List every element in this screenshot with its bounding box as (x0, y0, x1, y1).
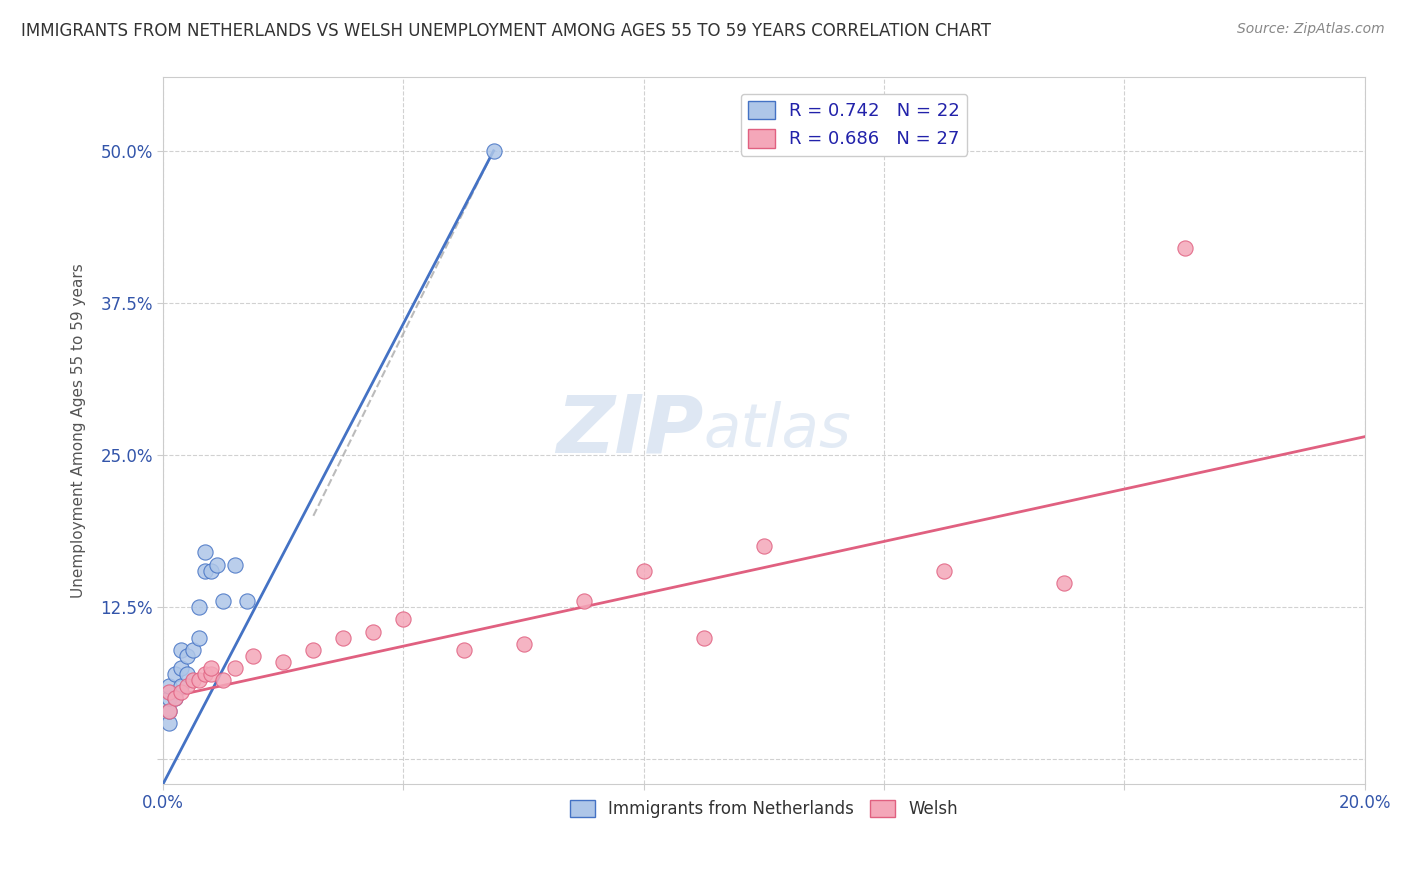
Point (332, 631, 354, 645)
Point (181, 642, 204, 657)
Point (176, 667, 198, 681)
Point (212, 594, 235, 608)
Point (453, 642, 475, 657)
Point (188, 600, 211, 615)
Point (207, 558, 229, 572)
Text: atlas: atlas (704, 401, 852, 460)
Point (224, 558, 246, 572)
Text: Source: ZipAtlas.com: Source: ZipAtlas.com (1237, 22, 1385, 37)
Point (194, 564, 217, 578)
Point (363, 624, 385, 639)
Point (302, 642, 325, 657)
Point (188, 673, 211, 688)
Point (157, 704, 180, 718)
Point (170, 679, 193, 693)
Point (165, 667, 187, 681)
Point (200, 564, 222, 578)
Point (157, 691, 180, 706)
Text: ZIP: ZIP (557, 392, 704, 469)
Point (273, 655, 295, 669)
Point (212, 673, 235, 688)
Point (242, 648, 264, 663)
Point (176, 679, 198, 693)
Point (1173, 241, 1195, 255)
Point (224, 661, 246, 675)
Point (236, 594, 259, 608)
Point (165, 691, 187, 706)
Point (512, 637, 534, 651)
Point (157, 685, 180, 699)
Point (633, 564, 655, 578)
Point (1053, 575, 1076, 590)
Point (194, 545, 217, 559)
Point (157, 679, 180, 693)
Point (572, 594, 595, 608)
Point (157, 715, 180, 730)
Point (200, 667, 222, 681)
Point (200, 661, 222, 675)
Point (194, 667, 217, 681)
Point (170, 685, 193, 699)
Point (188, 631, 211, 645)
Point (181, 673, 204, 688)
Text: IMMIGRANTS FROM NETHERLANDS VS WELSH UNEMPLOYMENT AMONG AGES 55 TO 59 YEARS CORR: IMMIGRANTS FROM NETHERLANDS VS WELSH UNE… (21, 22, 991, 40)
Y-axis label: Unemployment Among Ages 55 to 59 years: Unemployment Among Ages 55 to 59 years (72, 263, 86, 598)
Point (934, 564, 956, 578)
Point (752, 539, 775, 553)
Point (693, 631, 716, 645)
Point (170, 642, 193, 657)
Point (482, 144, 505, 158)
Point (165, 691, 187, 706)
Point (157, 704, 180, 718)
Point (392, 612, 415, 626)
Point (170, 661, 193, 675)
Legend: Immigrants from Netherlands, Welsh: Immigrants from Netherlands, Welsh (562, 793, 965, 825)
Point (176, 648, 198, 663)
